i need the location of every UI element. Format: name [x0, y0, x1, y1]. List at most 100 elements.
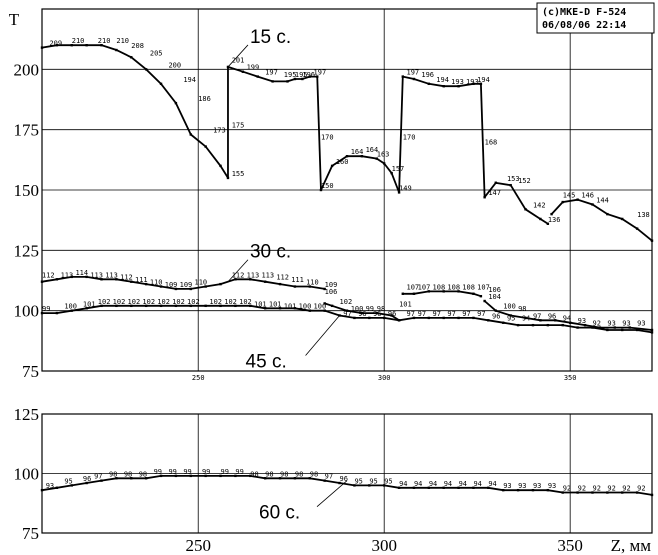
data-point	[115, 477, 118, 480]
data-point	[546, 323, 550, 327]
data-label: 100	[503, 303, 516, 311]
data-label: 102	[187, 298, 200, 306]
data-point	[293, 307, 297, 310]
data-point	[382, 316, 386, 320]
data-label: 97	[418, 310, 426, 318]
data-point	[345, 155, 349, 158]
data-point	[635, 491, 639, 494]
data-point	[509, 183, 512, 187]
data-point	[621, 217, 624, 221]
data-label: 97	[477, 310, 485, 318]
header-box: (c)MKE-D F-524 06/08/06 22:14	[536, 2, 655, 34]
data-label: 93	[503, 482, 511, 490]
data-point	[219, 304, 222, 308]
data-point	[144, 477, 148, 480]
data-point	[319, 188, 323, 192]
data-label: 99	[235, 468, 243, 476]
data-point	[263, 307, 267, 310]
data-point	[278, 477, 282, 480]
data-point	[130, 56, 133, 59]
data-label: 98	[265, 470, 273, 478]
data-point	[308, 477, 312, 480]
data-label: 175	[232, 122, 245, 130]
y-tick-label: 125	[14, 405, 40, 424]
data-label: 113	[261, 271, 274, 279]
data-label: 94	[563, 315, 571, 323]
data-point	[494, 309, 497, 312]
data-label: 113	[247, 271, 260, 279]
data-label: 99	[168, 468, 176, 476]
data-point	[293, 477, 297, 480]
data-label: 102	[128, 298, 141, 306]
data-point	[174, 304, 178, 308]
data-label: 145	[563, 192, 576, 200]
data-label: 100	[64, 303, 77, 311]
data-point	[204, 285, 207, 288]
data-label: 100	[314, 303, 327, 311]
data-label: 92	[637, 485, 645, 493]
data-label: 194	[183, 76, 196, 84]
data-label: 193	[451, 78, 464, 86]
data-point	[278, 282, 282, 286]
data-point	[174, 101, 178, 105]
data-point	[345, 309, 349, 312]
data-point	[554, 319, 557, 322]
data-label: 97	[447, 310, 455, 318]
x-tick-label: 300	[371, 536, 397, 555]
data-label: 96	[83, 475, 91, 483]
data-point	[144, 282, 148, 286]
data-label: 170	[321, 134, 334, 142]
data-point	[561, 200, 564, 204]
data-point	[442, 316, 445, 320]
data-point	[204, 474, 207, 478]
data-label: 93	[578, 317, 586, 325]
data-point	[576, 326, 579, 329]
data-label: 108	[433, 283, 446, 291]
data-label: 95	[507, 315, 515, 323]
data-point	[286, 80, 289, 83]
data-point	[189, 287, 192, 291]
data-label: 110	[195, 279, 208, 287]
data-point	[130, 280, 133, 283]
data-label: 138	[637, 211, 650, 219]
data-label: 144	[596, 196, 609, 204]
data-label: 95	[354, 477, 362, 485]
data-point	[613, 326, 617, 329]
data-point	[249, 304, 252, 308]
data-label: 112	[120, 274, 133, 282]
data-label: 111	[291, 276, 304, 284]
data-label: 112	[42, 271, 55, 279]
data-point	[583, 323, 587, 327]
data-point	[85, 307, 88, 310]
data-label: 160	[336, 158, 349, 166]
data-label: 93	[548, 482, 556, 490]
data-label: 108	[447, 283, 460, 291]
data-point	[524, 316, 527, 320]
x-tick-label: 300	[378, 374, 391, 382]
data-label: 96	[340, 475, 348, 483]
y-tick-label: 75	[22, 524, 39, 543]
jump-line	[480, 83, 486, 198]
data-label: 195	[295, 71, 308, 79]
data-label: 102	[340, 298, 353, 306]
data-label: 93	[46, 482, 54, 490]
data-point	[561, 323, 564, 327]
data-label: 106	[325, 288, 338, 296]
data-label: 152	[518, 177, 531, 185]
data-label: 96	[373, 310, 381, 318]
data-label: 102	[224, 298, 237, 306]
data-label: 110	[150, 279, 163, 287]
data-point	[353, 316, 356, 320]
data-label: 96	[492, 312, 500, 320]
data-point	[401, 292, 404, 295]
data-label: 99	[42, 305, 50, 313]
data-point	[241, 70, 245, 73]
data-point	[85, 481, 88, 485]
data-label: 97	[433, 310, 441, 318]
data-label: 99	[202, 468, 210, 476]
data-label: 199	[247, 64, 260, 72]
data-point	[100, 278, 103, 281]
data-label: 196	[421, 71, 434, 79]
